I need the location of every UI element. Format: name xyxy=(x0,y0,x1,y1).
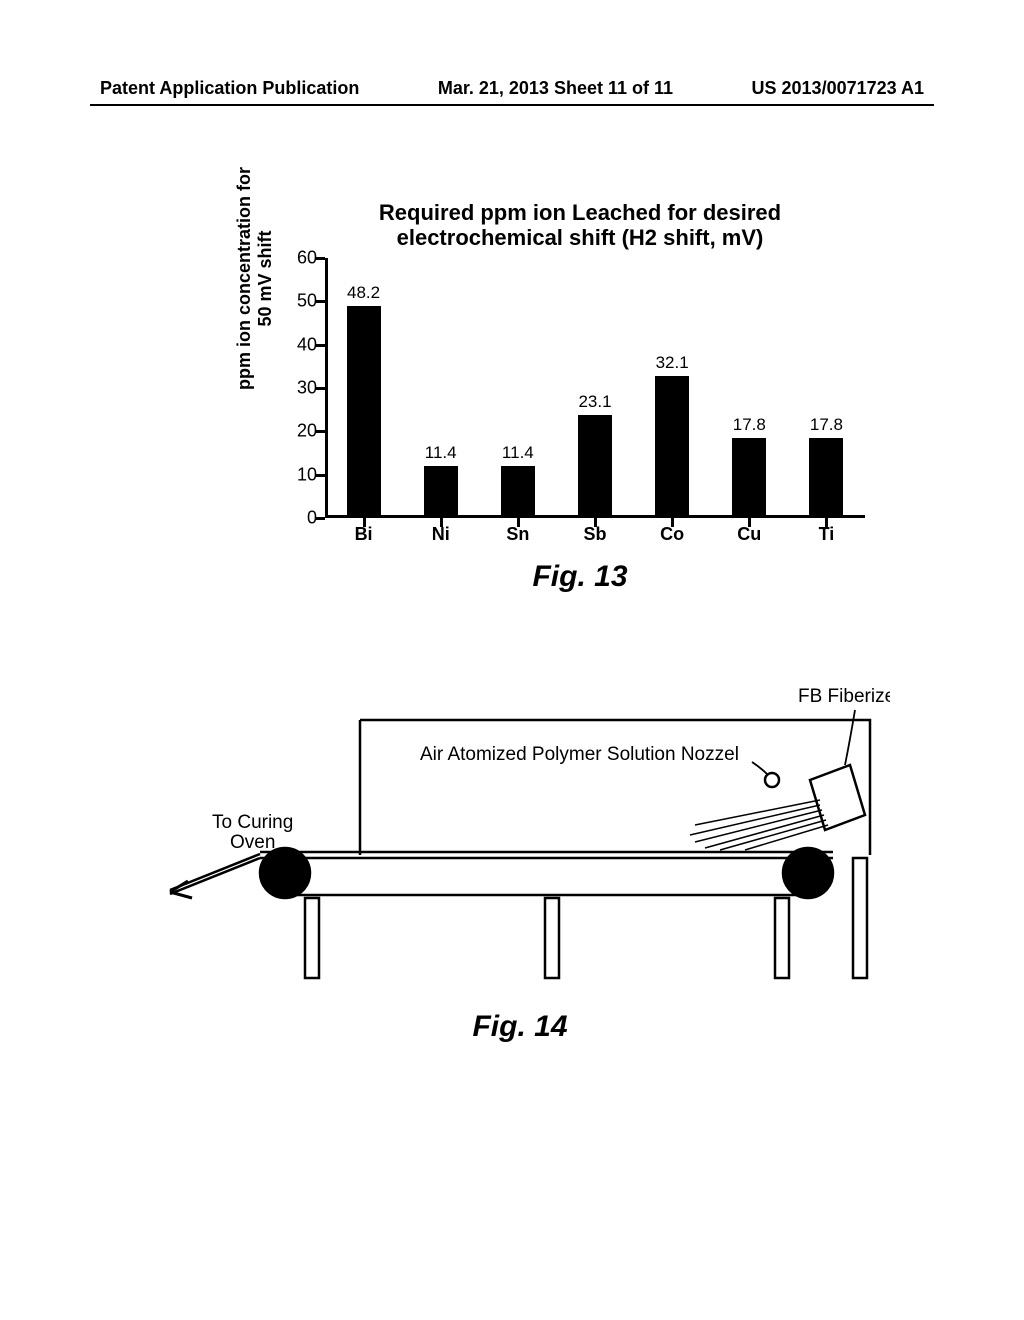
chart-title-line2: electrochemical shift (H2 shift, mV) xyxy=(397,225,764,250)
bar-value-label: 17.8 xyxy=(733,415,766,435)
y-tick xyxy=(316,474,325,477)
y-tick-label: 50 xyxy=(297,291,317,312)
y-tick-label: 20 xyxy=(297,421,317,442)
output-belt-bot xyxy=(170,858,260,894)
page-header: Patent Application Publication Mar. 21, … xyxy=(100,78,924,99)
y-tick-label: 30 xyxy=(297,378,317,399)
y-tick xyxy=(316,387,325,390)
y-axis-label: ppm ion concentration for 50 mV shift xyxy=(234,167,276,390)
leg-3 xyxy=(775,898,789,978)
leg-1 xyxy=(305,898,319,978)
bar-value-label: 11.4 xyxy=(425,443,457,463)
figure-14-caption: Fig. 14 xyxy=(150,1010,890,1044)
header-center: Mar. 21, 2013 Sheet 11 of 11 xyxy=(438,78,673,99)
fiberizer xyxy=(810,765,865,830)
y-tick-label: 60 xyxy=(297,248,317,269)
pointer-fiberizer xyxy=(845,710,855,765)
bar xyxy=(655,376,689,515)
figure-13-caption: Fig. 13 xyxy=(230,560,930,594)
bar xyxy=(578,415,612,515)
x-category-label: Bi xyxy=(355,524,373,545)
x-category-label: Cu xyxy=(737,524,761,545)
x-category-label: Sb xyxy=(583,524,606,545)
figure-13: Required ppm ion Leached for desired ele… xyxy=(170,200,870,620)
label-nozzle: Air Atomized Polymer Solution Nozzel xyxy=(420,744,739,765)
chart-title: Required ppm ion Leached for desired ele… xyxy=(290,200,870,251)
y-axis-label-line2: 50 mV shift xyxy=(255,230,275,326)
leg-4 xyxy=(853,858,867,978)
y-tick-label: 10 xyxy=(297,464,317,485)
bar xyxy=(424,466,458,515)
figure-14: FB Fiberizer Air Atomized Polymer Soluti… xyxy=(150,680,890,1080)
bar-value-label: 23.1 xyxy=(578,392,611,412)
y-tick xyxy=(316,257,325,260)
y-axis-label-line1: ppm ion concentration for xyxy=(234,167,254,390)
label-oven: Oven xyxy=(230,832,275,853)
roller-right xyxy=(783,848,833,898)
spray-lines xyxy=(690,800,828,850)
x-category-label: Ti xyxy=(819,524,835,545)
bar xyxy=(809,438,843,515)
y-tick xyxy=(316,517,325,520)
y-tick xyxy=(316,300,325,303)
x-category-label: Ni xyxy=(432,524,450,545)
label-curing: To Curing xyxy=(212,812,293,833)
bar-value-label: 32.1 xyxy=(656,353,689,373)
bar-value-label: 11.4 xyxy=(502,443,534,463)
y-tick xyxy=(316,430,325,433)
bar xyxy=(501,466,535,515)
y-tick-label: 40 xyxy=(297,334,317,355)
label-fiberizer: FB Fiberizer xyxy=(798,686,890,707)
bar xyxy=(347,306,381,515)
header-rule xyxy=(90,104,934,106)
nozzle xyxy=(765,773,779,787)
chart-title-line1: Required ppm ion Leached for desired xyxy=(379,200,781,225)
x-category-label: Sn xyxy=(506,524,529,545)
leg-2 xyxy=(545,898,559,978)
bar-value-label: 48.2 xyxy=(347,283,380,303)
header-left: Patent Application Publication xyxy=(100,78,359,99)
bar xyxy=(732,438,766,515)
fig14-svg: FB Fiberizer Air Atomized Polymer Soluti… xyxy=(150,680,890,1010)
header-right: US 2013/0071723 A1 xyxy=(752,78,924,99)
y-axis xyxy=(325,258,328,518)
y-tick-label: 0 xyxy=(307,508,317,529)
pointer-nozzle xyxy=(752,762,767,774)
plot-area: 0102030405060 48.2Bi11.4Ni11.4Sn23.1Sb32… xyxy=(325,258,865,518)
roller-left xyxy=(260,848,310,898)
y-tick xyxy=(316,344,325,347)
x-category-label: Co xyxy=(660,524,684,545)
bar-value-label: 17.8 xyxy=(810,415,843,435)
